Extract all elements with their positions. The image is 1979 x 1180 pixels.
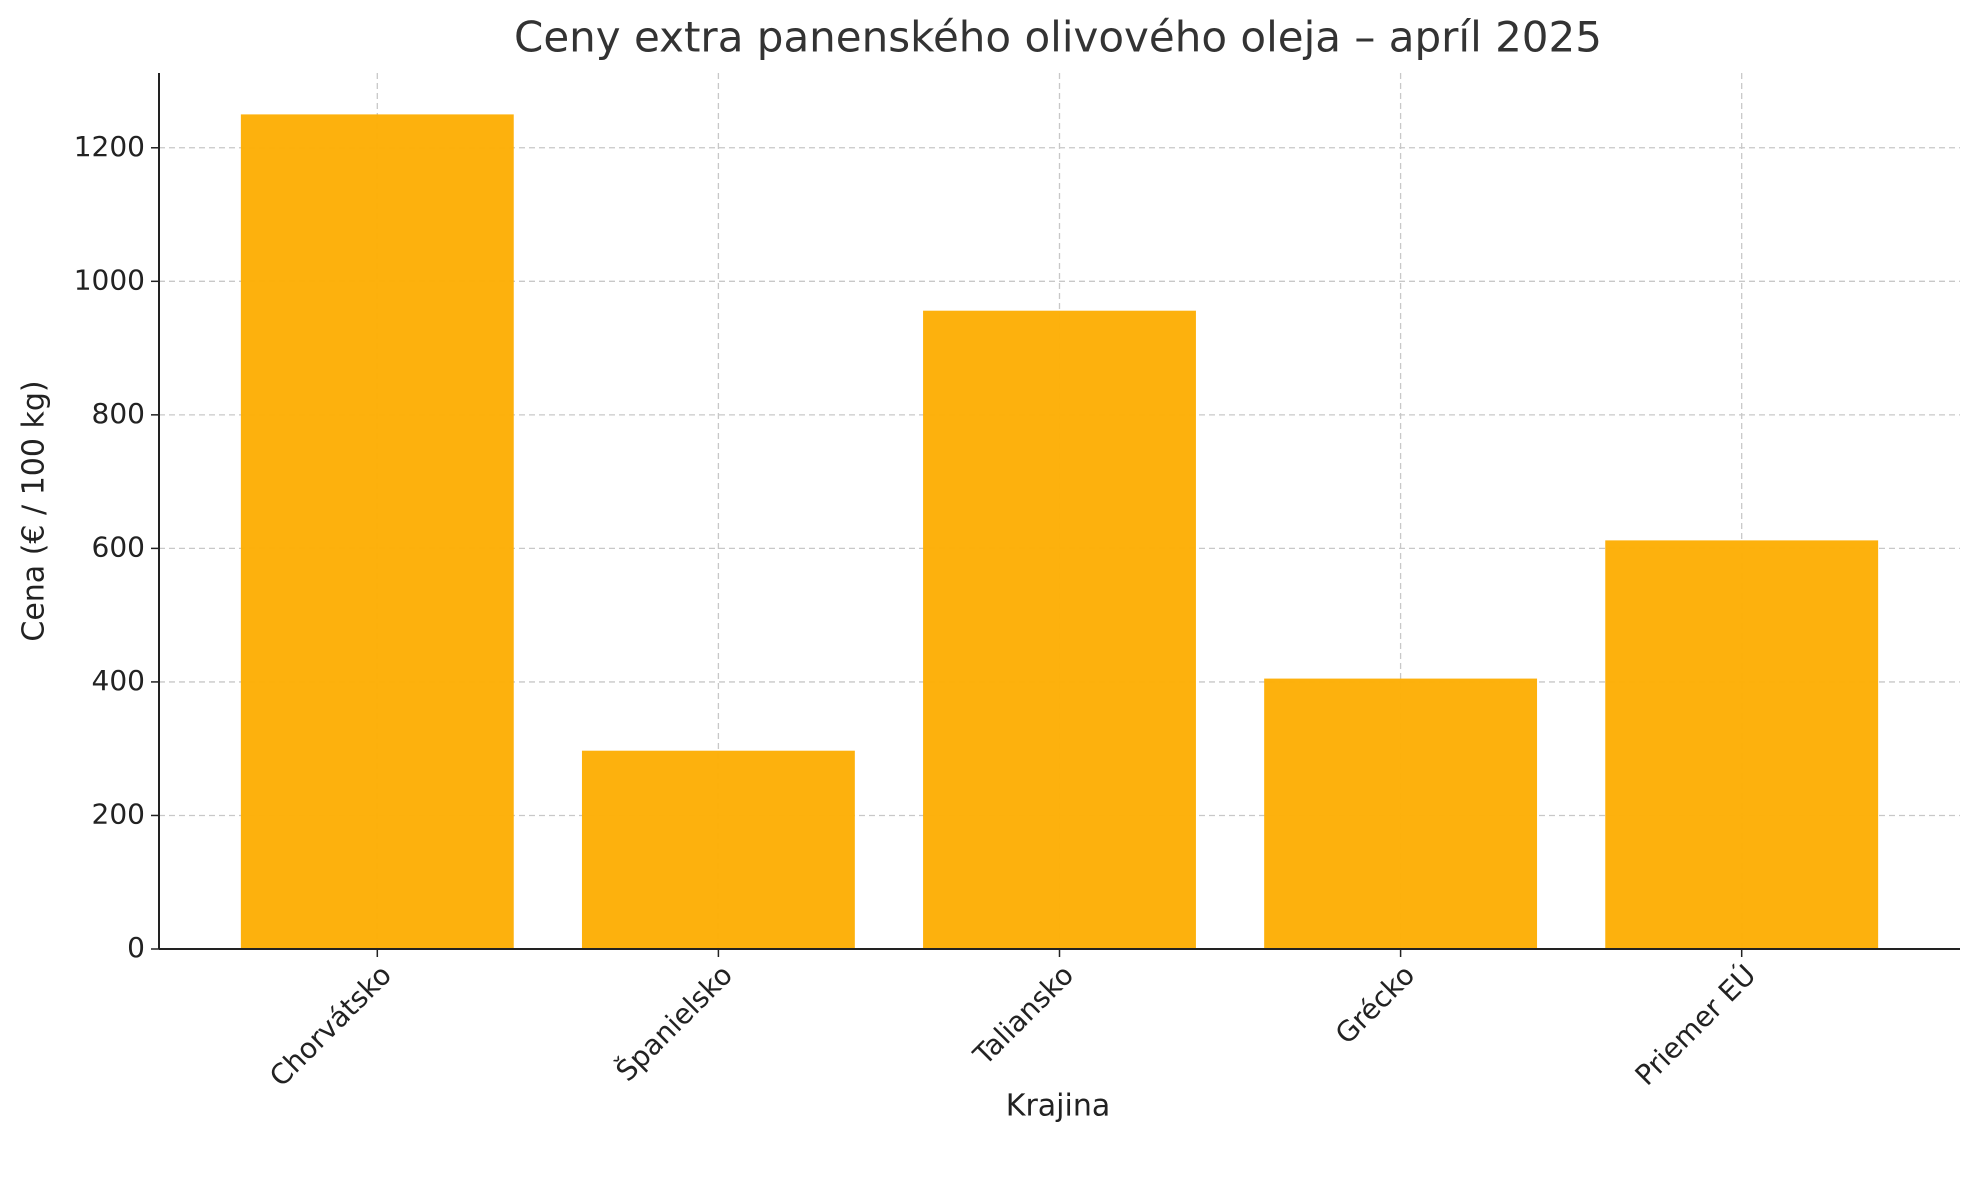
x-axis-label: Krajina: [1006, 1089, 1110, 1124]
x-tick-label: Španielsko: [609, 958, 739, 1088]
y-tick-label: 200: [92, 797, 145, 830]
bar: [581, 750, 855, 949]
x-tick-label: Chorvátsko: [263, 958, 398, 1093]
y-tick-label: 400: [92, 664, 145, 697]
x-tick-label: Priemer EÚ: [1628, 958, 1762, 1092]
y-tick-label: 0: [127, 931, 145, 964]
bar: [240, 114, 514, 949]
x-tick-label: Grécko: [1329, 958, 1421, 1050]
bar: [923, 310, 1196, 949]
y-tick-label: 1200: [74, 130, 145, 163]
bar: [1605, 540, 1879, 949]
y-tick-label: 1000: [74, 263, 145, 296]
y-tick-label: 800: [92, 397, 145, 430]
bar: [1264, 678, 1538, 949]
y-axis-label: Cena (€ / 100 kg): [17, 380, 52, 641]
x-tick-label: Taliansko: [966, 958, 1080, 1072]
chart-title: Ceny extra panenského olivového oleja – …: [514, 13, 1602, 62]
y-tick-label: 600: [92, 530, 145, 563]
